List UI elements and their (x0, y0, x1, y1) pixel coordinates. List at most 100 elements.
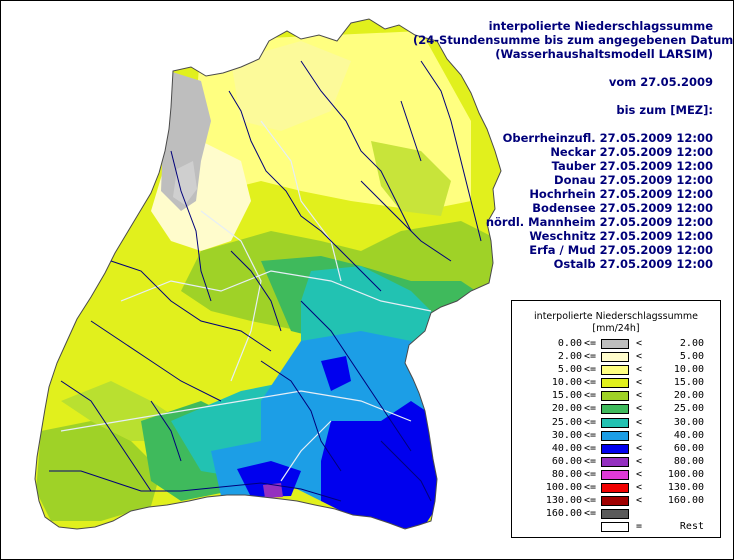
legend-upper-bound: 130.00 (667, 482, 704, 494)
rivers (49, 60, 482, 502)
legend-lower-bound: 2.00 (557, 351, 582, 363)
legend-operator: <= (584, 338, 597, 349)
map-header: interpolierte Niederschlagssumme (24-Stu… (413, 19, 734, 271)
legend-lower-bound: 40.00 (551, 442, 582, 454)
legend-row: 30.00 <= <40.00 (512, 430, 720, 443)
legend-lower-bound: 10.00 (551, 377, 582, 389)
legend-operator: <= (584, 482, 597, 494)
legend-color-swatch (601, 469, 629, 480)
legend-upper-bound: 10.00 (673, 364, 704, 376)
legend-operator: < (635, 468, 643, 480)
basin-line: Hochrhein 27.05.2009 12:00 (529, 187, 713, 201)
legend-row: = Rest (512, 521, 720, 534)
legend-color-swatch (601, 456, 629, 467)
legend-rows: 0.00 <= <2.00 2.00 <= <5.00 5.00 <= <10.00 10.00 <… (512, 338, 720, 534)
legend-operator: < (635, 338, 643, 349)
legend-operator: <= (584, 364, 597, 376)
basin-line: Ostalb 27.05.2009 12:00 (553, 257, 713, 271)
legend-row: 60.00 <= <80.00 (512, 456, 720, 469)
legend-unit: [mm/24h] (592, 323, 640, 334)
legend-color-swatch (601, 496, 629, 507)
legend-operator: < (635, 416, 643, 428)
legend-lower-bound: 5.00 (557, 364, 582, 376)
legend-upper-bound: 20.00 (673, 390, 704, 402)
legend-color-swatch (601, 522, 629, 533)
legend-upper-bound: 5.00 (679, 351, 704, 363)
header-title-line-3: (Wasserhaushaltsmodell LARSIM) (495, 47, 713, 61)
legend-color-swatch (601, 443, 629, 454)
legend-lower-bound: 160.00 (545, 508, 582, 520)
legend-color-swatch (601, 483, 629, 494)
legend-upper-bound: 160.00 (667, 495, 704, 507)
legend-upper-bound: 100.00 (667, 468, 704, 480)
legend-color-swatch (601, 339, 629, 349)
legend-operator: <= (584, 351, 597, 363)
legend-color-swatch (601, 430, 629, 441)
legend-row: 160.00 <= (512, 508, 720, 521)
legend-color-swatch (601, 417, 629, 428)
header-title-line-1: interpolierte Niederschlagssumme (488, 19, 713, 33)
legend-operator: < (635, 442, 643, 454)
legend-operator: <= (584, 468, 597, 480)
legend-row: 25.00 <= <30.00 (512, 417, 720, 430)
legend-row: 130.00 <= <160.00 (512, 495, 720, 508)
legend-lower-bound: 100.00 (545, 482, 582, 494)
legend-operator: = (635, 521, 643, 533)
basin-line: Bodensee 27.05.2009 12:00 (532, 201, 713, 215)
header-title-line-2: (24-Stundensumme bis zum angegebenen Dat… (413, 33, 734, 47)
legend-lower-bound: 25.00 (551, 416, 582, 428)
legend-box: interpolierte Niederschlagssumme [mm/24h… (511, 300, 721, 538)
legend-lower-bound: 130.00 (545, 495, 582, 507)
legend-operator: < (635, 390, 643, 402)
legend-row: 5.00 <= <10.00 (512, 364, 720, 377)
legend-lower-bound: 80.00 (551, 468, 582, 480)
legend-row: 80.00 <= <100.00 (512, 469, 720, 482)
legend-operator: <= (584, 495, 597, 507)
legend-lower-bound: 20.00 (551, 403, 582, 415)
legend-upper-bound: 30.00 (673, 416, 704, 428)
legend-operator: <= (584, 403, 597, 415)
legend-operator: <= (584, 429, 597, 441)
basin-line: Donau 27.05.2009 12:00 (554, 173, 713, 187)
legend-operator: < (635, 482, 643, 494)
legend-color-swatch (601, 378, 629, 389)
catchment-boundaries (60, 120, 432, 482)
legend-operator: <= (584, 455, 597, 467)
legend-operator: <= (584, 377, 597, 389)
legend-operator: < (635, 364, 643, 376)
legend-lower-bound: 15.00 (551, 390, 582, 402)
legend-operator: <= (584, 442, 597, 454)
legend-operator: < (635, 403, 643, 415)
legend-upper-bound: 40.00 (673, 429, 704, 441)
legend-row: 10.00 <= <15.00 (512, 377, 720, 390)
legend-operator: < (635, 429, 643, 441)
legend-operator: < (635, 455, 643, 467)
legend-row: 100.00 <= <130.00 (512, 482, 720, 495)
legend-color-swatch (601, 391, 629, 402)
legend-upper-bound: 15.00 (673, 377, 704, 389)
basin-line: Erfa / Mud 27.05.2009 12:00 (529, 243, 713, 257)
legend-upper-bound: 2.00 (679, 338, 704, 349)
legend-operator: < (635, 351, 643, 363)
header-until: bis zum [MEZ]: (616, 103, 713, 117)
legend-row: 40.00 <= <60.00 (512, 443, 720, 456)
legend-row: 20.00 <= <25.00 (512, 403, 720, 416)
legend-upper-bound: 60.00 (673, 442, 704, 454)
legend-operator: < (635, 377, 643, 389)
basin-line: Tauber 27.05.2009 12:00 (551, 159, 713, 173)
legend-operator: <= (584, 390, 597, 402)
legend-color-swatch (601, 404, 629, 415)
legend-lower-bound: 60.00 (551, 455, 582, 467)
legend-upper-bound: Rest (679, 521, 704, 533)
legend-color-swatch (601, 365, 629, 376)
legend-operator: < (635, 495, 643, 507)
legend-operator: <= (584, 508, 597, 520)
legend-operator: <= (584, 416, 597, 428)
legend-upper-bound: 80.00 (673, 455, 704, 467)
legend-lower-bound: 0.00 (557, 338, 582, 349)
legend-title: interpolierte Niederschlagssumme (534, 311, 698, 322)
legend-color-swatch (601, 509, 629, 520)
legend-lower-bound: 30.00 (551, 429, 582, 441)
